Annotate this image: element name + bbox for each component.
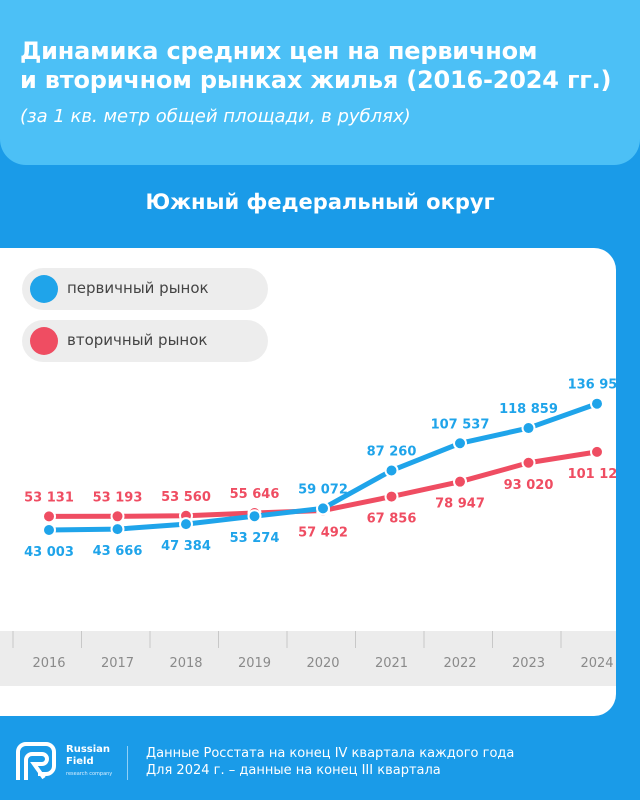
legend-item-secondary: вторичный рынок <box>22 320 268 362</box>
data-point-0 <box>384 463 399 478</box>
x-tick-label: 2020 <box>306 656 339 671</box>
data-label-0: 43 003 <box>24 545 74 560</box>
brand-line-1: Russian <box>66 744 111 755</box>
data-point-0 <box>453 436 467 451</box>
data-label-1: 78 947 <box>435 497 485 512</box>
data-label-0: 107 537 <box>431 417 490 432</box>
data-point-1 <box>110 509 125 524</box>
x-tick-label: 2017 <box>101 656 134 671</box>
data-point-0 <box>247 509 262 524</box>
data-label-1: 101 124 <box>568 467 616 482</box>
brand-name: Russian Field <box>66 744 110 768</box>
x-tick-label: 2023 <box>512 656 545 671</box>
data-point-1 <box>521 455 536 470</box>
page-subtitle: (за 1 кв. метр общей площади, в рублях) <box>20 106 411 127</box>
data-label-1: 93 020 <box>504 478 554 493</box>
legend-label-secondary: вторичный рынок <box>67 331 208 349</box>
x-tick-label: 2019 <box>238 656 271 671</box>
brand-line-2: Field <box>66 756 94 767</box>
data-label-0: 59 072 <box>298 482 348 497</box>
data-label-0: 47 384 <box>161 539 211 554</box>
legend-item-primary: первичный рынок <box>22 268 268 310</box>
x-tick-label: 2024 <box>580 656 613 671</box>
source-note-1: Данные Росстата на конец IV квартала каж… <box>146 746 515 761</box>
data-point-0 <box>316 501 330 516</box>
x-tick-label: 2022 <box>443 656 476 671</box>
data-label-1: 55 646 <box>230 487 280 502</box>
data-label-0: 53 274 <box>230 531 280 546</box>
footer-divider <box>127 746 128 780</box>
page-title: Динамика средних цен на первичном и втор… <box>20 37 630 95</box>
data-label-0: 87 260 <box>367 445 417 460</box>
header-panel: Динамика средних цен на первичном и втор… <box>0 0 640 165</box>
title-line-2: и вторичном рынках жилья (2016-2024 гг.) <box>20 66 612 94</box>
brand-tagline: research company <box>66 771 113 777</box>
data-point-0 <box>521 421 536 436</box>
source-note-2: Для 2024 г. – данные на конец III кварта… <box>146 763 441 778</box>
data-label-0: 118 859 <box>499 402 558 417</box>
source-notes: Данные Росстата на конец IV квартала каж… <box>146 745 514 779</box>
legend-label-primary: первичный рынок <box>67 279 209 297</box>
data-label-0: 136 959 <box>568 378 616 393</box>
data-point-0 <box>42 522 56 537</box>
data-point-0 <box>179 517 193 532</box>
chart-card: первичный рынок вторичный рынок 2016 2017… <box>0 248 616 716</box>
x-tick-label: 2016 <box>32 656 65 671</box>
data-label-1: 67 856 <box>367 512 417 527</box>
data-point-1 <box>384 489 399 504</box>
title-line-1: Динамика средних цен на первичном <box>20 37 538 65</box>
data-point-1 <box>453 474 467 489</box>
region-title: Южный федеральный округ <box>145 190 495 214</box>
legend-dot-primary <box>30 275 58 303</box>
x-tick-label: 2018 <box>169 656 202 671</box>
russian-field-logo-icon <box>16 742 56 780</box>
x-tick-label: 2021 <box>375 656 408 671</box>
legend-dot-secondary <box>30 327 58 355</box>
data-label-0: 43 666 <box>93 544 143 559</box>
data-label-1: 53 193 <box>93 490 143 505</box>
data-point-1 <box>590 444 604 459</box>
data-point-1 <box>42 509 56 524</box>
data-point-0 <box>590 396 604 411</box>
line-chart: 2016 2017 2018 2019 2020 2021 2022 2023 2024 43 0… <box>0 378 616 686</box>
x-axis-band <box>0 631 616 686</box>
data-label-1: 53 131 <box>24 490 74 505</box>
data-label-1: 57 492 <box>298 526 348 541</box>
data-label-1: 53 560 <box>161 490 211 505</box>
data-point-0 <box>110 522 125 537</box>
